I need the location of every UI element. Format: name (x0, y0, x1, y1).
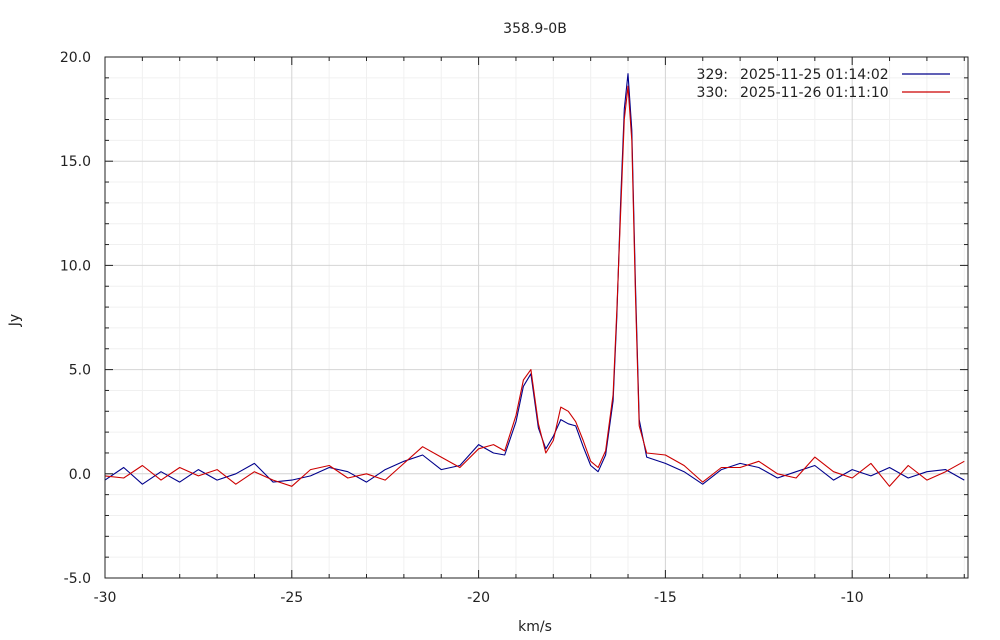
legend-entry: 329: 2025-11-25 01:14:02 (697, 67, 950, 83)
series-layer (104, 73, 965, 487)
y-tick-label: -5.0 (64, 571, 91, 587)
y-tick-label: 10.0 (60, 258, 91, 274)
y-tick-label: 5.0 (69, 363, 91, 379)
y-tick-label: 0.0 (69, 467, 91, 483)
legend-id-label: 329: (697, 67, 728, 83)
plot-frame (104, 56, 969, 579)
minor-grid (105, 57, 968, 578)
legend-entry: 330: 2025-11-26 01:11:10 (697, 85, 950, 101)
y-tick-label: 20.0 (60, 50, 91, 66)
x-tick-label: -20 (467, 590, 490, 606)
legend-series-label: 2025-11-26 01:11:10 (740, 85, 889, 101)
y-axis-title: Jy (7, 314, 23, 327)
x-axis-title: km/s (518, 619, 552, 635)
y-tick-labels: -5.0 0.0 5.0 10.0 15.0 20.0 (60, 50, 91, 587)
legend: 329: 2025-11-25 01:14:02 330: 2025-11-26… (697, 67, 950, 101)
x-tick-labels: -30 -25 -20 -15 -10 (94, 590, 864, 606)
legend-id-label: 330: (697, 85, 728, 101)
chart-title: 358.9-0B (503, 21, 567, 37)
x-tick-label: -30 (94, 590, 117, 606)
x-tick-label: -15 (654, 590, 677, 606)
series-line (104, 85, 965, 487)
y-tick-label: 15.0 (60, 154, 91, 170)
legend-series-label: 2025-11-25 01:14:02 (740, 67, 889, 83)
x-tick-label: -25 (280, 590, 303, 606)
x-tick-label: -10 (841, 590, 864, 606)
axis-ticks (104, 56, 968, 579)
series-line (104, 73, 965, 485)
